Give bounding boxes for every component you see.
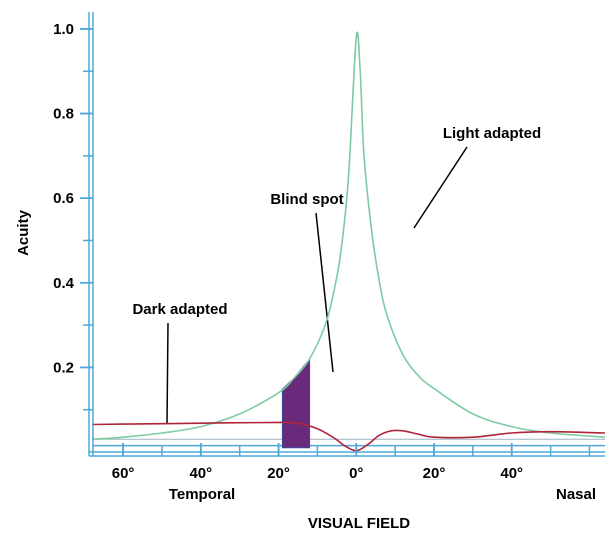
x-tick-label: 20° — [267, 465, 290, 482]
region-label-temporal: Temporal — [169, 486, 235, 503]
annotation-dark-adapted-label: Dark adapted — [132, 301, 227, 318]
y-tick-label: 0.6 — [53, 190, 74, 207]
annotation-dark-adapted-leader — [166, 322, 169, 425]
y-tick-label: 0.2 — [53, 359, 74, 376]
x-tick-label: 20° — [423, 465, 446, 482]
series-line-dark-adapted — [91, 421, 606, 452]
plot-area: 0.2 0.4 0.6 0.8 1.0 60° 40° 20° 0° 20° 40° — [53, 12, 606, 482]
annotation-light-adapted-label: Light adapted — [443, 125, 541, 142]
y-axis-label: Acuity — [15, 209, 32, 256]
y-tick-label: 0.4 — [53, 275, 75, 292]
y-tick-label: 1.0 — [53, 21, 74, 38]
x-tick-label: 0° — [349, 465, 363, 482]
annotation-blind-spot-label: Blind spot — [270, 191, 343, 208]
y-tick-label: 0.8 — [53, 106, 74, 123]
x-tick-label: 40° — [500, 465, 523, 482]
annotation-blind-spot-leader — [315, 212, 334, 373]
annotation-light-adapted-leader — [413, 146, 468, 229]
blind-spot-region — [281, 357, 311, 449]
x-tick-label: 60° — [112, 465, 135, 482]
region-label-nasal: Nasal — [556, 486, 596, 503]
series-line-light-adapted — [91, 31, 606, 441]
x-tick-label: 40° — [189, 465, 212, 482]
x-axis-label: VISUAL FIELD — [308, 515, 410, 532]
